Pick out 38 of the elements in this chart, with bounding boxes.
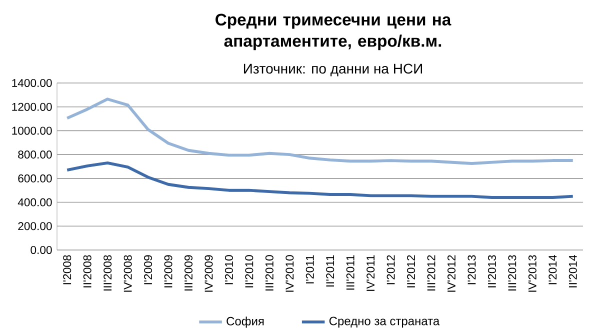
x-tick-label: III'2008 — [104, 255, 112, 290]
x-tick-label: I'2011 — [306, 255, 314, 284]
x-tick-label: IV'2009 — [204, 255, 213, 292]
chart-title: Средни тримесечни цени на апартаментите, евро/кв.м. — [216, 14, 452, 50]
x-tick-label: III'2011 — [346, 255, 354, 290]
x-tick-label: III'2012 — [427, 255, 436, 290]
x-tick-label: III'2009 — [184, 255, 193, 290]
x-tick-label: I'2009 — [144, 255, 152, 284]
x-tick-label: II'2010 — [245, 255, 254, 288]
x-tick-label: II'2008 — [83, 255, 92, 288]
x-tick-label: I'2010 — [224, 255, 233, 284]
x-tick-label: II'2011 — [326, 255, 334, 286]
x-tick-label: II'2009 — [164, 255, 172, 288]
x-tick-label: II'2013 — [488, 255, 496, 288]
x-tick-label: I'2012 — [386, 255, 395, 284]
y-tick-label: 1200.00 — [12, 102, 52, 111]
y-tick-label: 1000.00 — [12, 126, 52, 135]
y-tick-label: 0.00 — [30, 246, 52, 254]
y-tick-label: 600.00 — [18, 174, 52, 182]
x-tick-label: II'2014 — [568, 255, 577, 288]
legend-label: София — [226, 316, 264, 328]
x-tick-label: IV'2013 — [528, 255, 536, 292]
y-tick-label: 1400.00 — [12, 78, 52, 87]
chart-subtitle: Източник: по данни на НСИ — [244, 64, 422, 76]
x-tick-label: IV'2010 — [286, 255, 294, 292]
x-tick-label: III'2013 — [508, 255, 516, 290]
x-tick-label: IV'2011 — [366, 255, 375, 291]
y-tick-label: 400.00 — [18, 198, 52, 206]
legend-label: Средно за страната — [329, 316, 440, 328]
x-tick-label: IV'2008 — [124, 255, 132, 292]
x-tick-label: III'2010 — [265, 255, 274, 290]
x-tick-label: IV'2012 — [447, 255, 456, 292]
x-tick-label: I'2013 — [468, 255, 476, 284]
x-tick-label: I'2008 — [63, 255, 72, 284]
y-tick-label: 200.00 — [18, 222, 52, 230]
x-tick-label: I'2014 — [548, 255, 557, 284]
x-tick-label: II'2012 — [407, 255, 416, 288]
y-tick-label: 800.00 — [18, 150, 52, 159]
